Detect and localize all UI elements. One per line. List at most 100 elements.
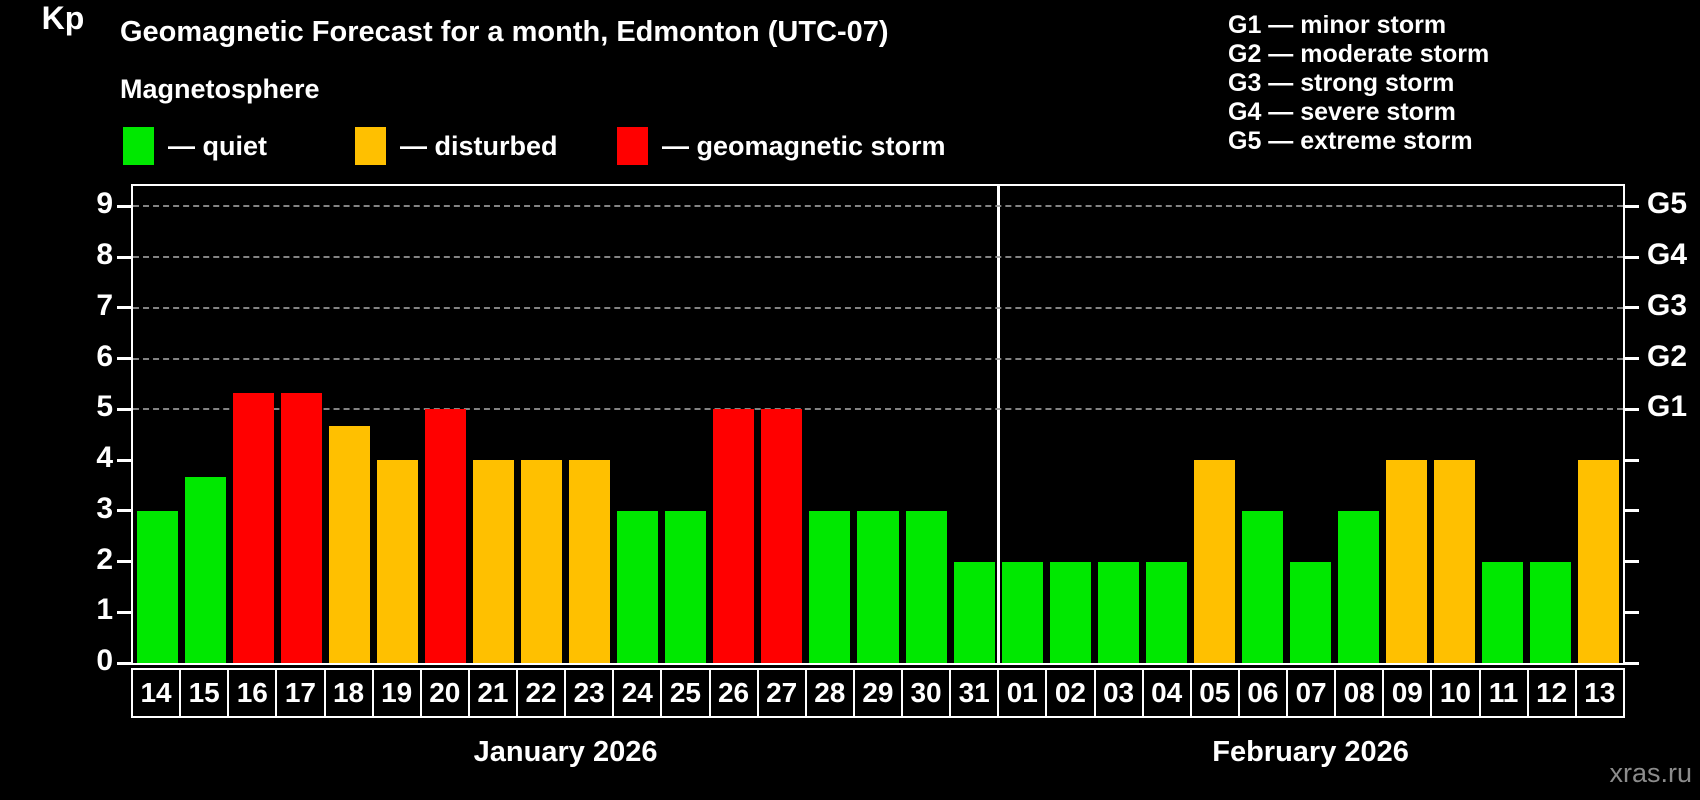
left-tick	[117, 509, 131, 513]
right-tick	[1625, 458, 1639, 462]
kp-bar-february-07	[1290, 561, 1332, 663]
kp-bar-january-29	[857, 510, 899, 663]
left-tick	[117, 610, 131, 614]
day-cell-11: 11	[1481, 670, 1529, 716]
g-legend-line: G5 — extreme storm	[1228, 127, 1473, 155]
day-cell-25: 25	[662, 670, 711, 716]
kp-bar-february-01	[1001, 561, 1043, 663]
right-tick	[1625, 357, 1639, 361]
left-tick	[117, 560, 131, 563]
kp-bar-february-11	[1482, 561, 1524, 663]
day-cell-04: 04	[1144, 670, 1192, 716]
day-cell-15: 15	[181, 670, 230, 716]
chart-subtitle: Magnetosphere	[120, 74, 320, 104]
day-cell-09: 09	[1384, 670, 1433, 716]
day-cell-23: 23	[566, 670, 615, 716]
gridline-kp5	[133, 408, 1623, 411]
y-tick-label: 9	[96, 187, 113, 221]
y-tick-label: 7	[96, 288, 113, 322]
kp-bar-january-28	[809, 510, 851, 663]
day-cell-13: 13	[1584, 677, 1616, 708]
kp-bar-january-16	[232, 392, 274, 663]
chart-title: Geomagnetic Forecast for a month, Edmont…	[120, 16, 889, 48]
kp-bar-january-22	[521, 460, 563, 663]
y-tick-label: 8	[96, 238, 113, 272]
day-cell-17: 17	[277, 670, 326, 716]
kp-bar-february-03	[1097, 561, 1139, 663]
day-cell-08: 08	[1336, 670, 1385, 716]
g-legend-line: G2 — moderate storm	[1228, 40, 1490, 68]
kp-bar-february-10	[1434, 460, 1476, 663]
day-cell-26: 26	[711, 670, 759, 716]
g-scale-legend: G1 — minor storm G2 — moderate storm G3 …	[1228, 11, 1489, 156]
gridline-kp8	[133, 256, 1623, 259]
day-cell-03: 03	[1096, 670, 1144, 716]
right-tick	[1625, 661, 1639, 665]
right-tick	[1625, 255, 1639, 259]
day-cell-18: 18	[326, 670, 374, 716]
kp-bar-january-14	[136, 510, 178, 663]
kp-bar-february-13	[1578, 460, 1620, 663]
right-tick	[1625, 306, 1639, 310]
day-cell-28: 28	[807, 670, 855, 716]
plot-area	[131, 184, 1625, 665]
y-tick-label: 2	[96, 542, 113, 576]
y-axis-title: Kp	[41, 0, 85, 36]
right-tick	[1625, 407, 1639, 411]
g-axis-label-g5: G5	[1647, 187, 1688, 221]
g-axis-label-g2: G2	[1647, 339, 1688, 373]
disturbed-swatch-icon	[355, 127, 386, 165]
kp-bar-january-15	[184, 476, 226, 663]
g-legend-line: G1 — minor storm	[1228, 11, 1447, 39]
kp-bar-february-12	[1530, 561, 1572, 663]
day-cell-27: 27	[759, 670, 807, 716]
day-cell-07: 07	[1288, 670, 1337, 716]
kp-bar-january-26	[713, 409, 755, 663]
kp-bar-january-31	[953, 561, 995, 663]
gridline-kp9	[133, 205, 1623, 208]
day-cell-02: 02	[1047, 670, 1096, 716]
kp-bar-february-06	[1241, 510, 1284, 663]
kp-bar-january-30	[905, 510, 947, 663]
y-tick-label: 1	[96, 593, 113, 627]
legend-label-quiet: — quiet	[168, 130, 267, 161]
day-cell-30: 30	[903, 670, 952, 716]
storm-swatch-icon	[617, 127, 648, 165]
left-tick	[117, 306, 131, 310]
kp-bar-february-08	[1338, 510, 1380, 663]
kp-bar-january-20	[424, 409, 466, 663]
day-cell-20: 20	[422, 670, 470, 716]
y-tick-label: 4	[96, 441, 113, 475]
day-cell-12: 12	[1529, 670, 1577, 716]
day-cell-19: 19	[374, 670, 422, 716]
kp-bar-february-04	[1145, 561, 1187, 663]
kp-bar-january-19	[376, 460, 418, 663]
left-tick	[117, 255, 131, 259]
quiet-swatch-icon	[123, 127, 154, 165]
watermark: xras.ru	[1609, 758, 1692, 788]
kp-bar-january-23	[569, 460, 611, 663]
right-tick	[1625, 610, 1639, 614]
gridline-kp7	[133, 306, 1623, 309]
day-cell-24: 24	[614, 670, 663, 716]
day-cell-14: 14	[133, 670, 182, 716]
left-tick	[117, 407, 131, 411]
kp-bar-january-21	[472, 460, 514, 663]
kp-bar-february-02	[1049, 561, 1091, 663]
month-label-february: February 2026	[1212, 736, 1409, 768]
right-tick	[1625, 509, 1639, 513]
legend-label-storm: — geomagnetic storm	[662, 130, 946, 161]
kp-bar-february-05	[1193, 460, 1235, 663]
y-tick-label: 3	[96, 491, 113, 525]
kp-bar-january-27	[761, 409, 803, 663]
kp-bar-january-25	[665, 510, 707, 663]
day-cell-21: 21	[470, 670, 518, 716]
day-axis-row: 14 15 16 17 18 19 20 21 22 23 24 25 26 27 28 29 30 31 01 02…	[131, 668, 1625, 718]
left-tick	[117, 204, 131, 208]
day-cell-06: 06	[1240, 670, 1288, 716]
day-cell-22: 22	[518, 670, 567, 716]
kp-bar-january-24	[617, 510, 659, 663]
y-tick-label: 0	[96, 644, 113, 677]
day-cell-01: 01	[999, 670, 1048, 716]
